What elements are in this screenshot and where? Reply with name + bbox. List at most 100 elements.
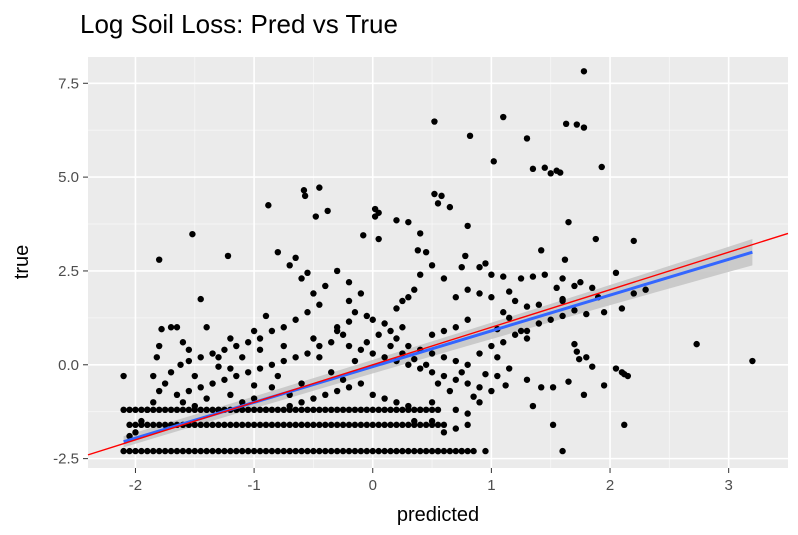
data-point xyxy=(458,369,465,376)
data-point xyxy=(592,235,599,243)
data-point xyxy=(298,399,305,406)
data-point xyxy=(161,406,169,414)
data-point xyxy=(262,406,270,414)
data-point xyxy=(333,387,341,395)
data-point xyxy=(221,447,228,455)
data-point xyxy=(268,421,276,429)
data-point xyxy=(262,312,270,320)
data-point xyxy=(173,391,181,399)
data-point xyxy=(422,406,430,414)
data-point xyxy=(316,354,323,361)
data-point xyxy=(517,275,525,282)
data-point xyxy=(268,406,276,414)
y-tick-label: -2.5 xyxy=(53,451,79,468)
data-point xyxy=(500,273,507,280)
data-point xyxy=(422,361,430,368)
data-point xyxy=(298,275,305,282)
data-point xyxy=(310,290,317,297)
data-point xyxy=(452,447,459,455)
data-point xyxy=(575,355,583,363)
data-point xyxy=(304,309,311,316)
data-point xyxy=(393,421,400,429)
data-point xyxy=(138,417,145,425)
data-point xyxy=(369,316,376,323)
data-point xyxy=(274,248,282,256)
data-point xyxy=(428,350,436,357)
data-point xyxy=(239,406,246,414)
data-point xyxy=(440,447,448,455)
data-point xyxy=(333,447,341,455)
data-point xyxy=(375,447,382,455)
data-point xyxy=(428,406,436,414)
data-point xyxy=(280,447,287,455)
data-point xyxy=(405,342,412,350)
data-point xyxy=(179,339,187,346)
data-point xyxy=(458,263,465,271)
data-point xyxy=(517,327,525,335)
data-point xyxy=(446,203,454,211)
data-point xyxy=(233,342,240,350)
x-tick-label: -1 xyxy=(247,477,260,494)
data-point xyxy=(233,372,240,380)
data-point xyxy=(600,309,608,316)
data-point xyxy=(322,421,329,429)
data-point xyxy=(612,365,620,372)
data-point xyxy=(322,406,329,414)
data-point xyxy=(304,447,311,455)
data-point xyxy=(173,324,181,331)
data-point xyxy=(167,447,175,455)
data-point xyxy=(505,314,513,322)
data-point xyxy=(547,316,554,323)
data-point xyxy=(375,421,382,429)
data-point xyxy=(399,324,406,331)
data-point xyxy=(191,421,198,429)
data-point xyxy=(150,421,157,429)
data-point xyxy=(256,346,264,353)
data-point xyxy=(598,163,605,171)
data-point xyxy=(482,370,489,378)
data-point xyxy=(345,297,353,305)
data-point xyxy=(523,135,531,142)
data-point xyxy=(494,372,501,380)
data-point xyxy=(464,380,471,387)
data-point xyxy=(369,421,376,429)
data-point xyxy=(316,342,323,350)
data-point xyxy=(185,346,193,353)
y-tick-label: 5.0 xyxy=(58,169,79,186)
data-point xyxy=(167,406,175,414)
data-point xyxy=(197,354,204,361)
data-point xyxy=(749,357,756,365)
data-point xyxy=(405,361,412,368)
data-point xyxy=(138,406,145,414)
data-point xyxy=(227,335,234,342)
data-point xyxy=(221,421,228,429)
data-point xyxy=(381,421,388,429)
data-point xyxy=(345,279,353,286)
data-point xyxy=(292,354,299,361)
data-points xyxy=(120,68,756,455)
data-point xyxy=(153,354,161,361)
data-point xyxy=(464,361,471,368)
data-point xyxy=(369,406,376,414)
data-point xyxy=(339,331,347,338)
data-point xyxy=(316,406,323,414)
data-point xyxy=(630,290,637,297)
data-point xyxy=(304,350,311,357)
data-point xyxy=(387,342,394,350)
data-point xyxy=(250,406,258,414)
data-point xyxy=(177,361,184,368)
data-point xyxy=(387,406,394,414)
data-point xyxy=(482,447,489,455)
data-point xyxy=(583,310,590,318)
data-point xyxy=(488,271,495,278)
data-point xyxy=(393,399,400,406)
data-point xyxy=(440,372,448,380)
data-point xyxy=(345,384,353,391)
data-point xyxy=(215,363,222,370)
trend-lines xyxy=(87,232,789,456)
data-point xyxy=(203,324,210,331)
data-point xyxy=(120,372,127,380)
data-point xyxy=(428,369,436,376)
x-tick-label: 3 xyxy=(725,477,733,494)
data-point xyxy=(580,124,588,131)
